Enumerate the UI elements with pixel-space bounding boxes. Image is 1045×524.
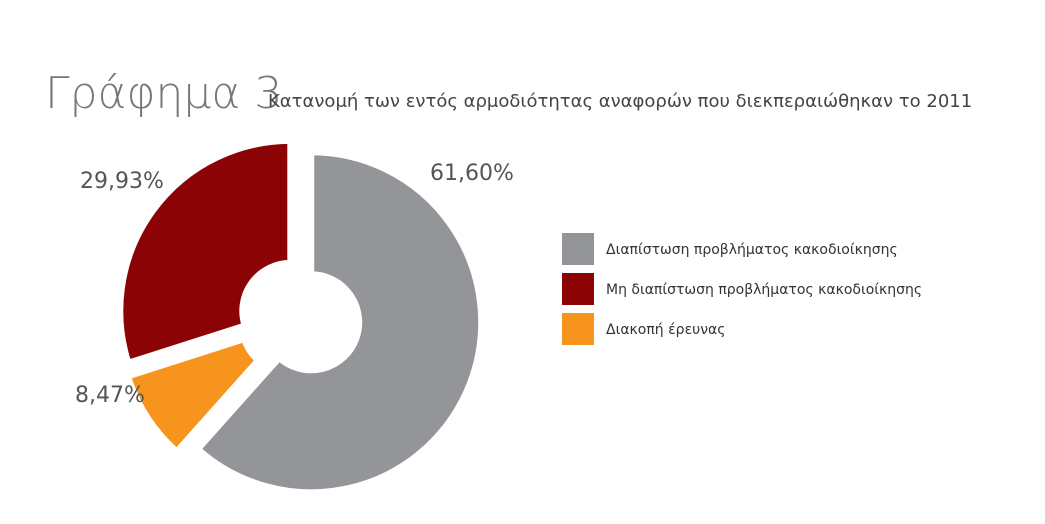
- value-label: 8,47%: [75, 383, 145, 408]
- legend-swatch: [562, 313, 594, 345]
- donut-slice: [124, 335, 263, 456]
- chart-subtitle: Κατανομή των εντός αρμοδιότητας αναφορών…: [268, 91, 972, 112]
- donut-slice: [193, 149, 485, 496]
- legend-label: Μη διαπίστωση προβλήματος κακοδιοίκησης: [606, 282, 922, 298]
- value-label: 61,60%: [430, 161, 514, 186]
- legend-label: Διαπίστωση προβλήματος κακοδιοίκησης: [606, 242, 898, 258]
- chart-title: Γράφημα 3: [45, 68, 282, 119]
- legend-swatch: [562, 233, 594, 265]
- donut-slice: [117, 137, 294, 367]
- legend-swatch: [562, 273, 594, 305]
- legend-label: Διακοπή έρευνας: [606, 322, 726, 338]
- value-label: 29,93%: [80, 169, 164, 194]
